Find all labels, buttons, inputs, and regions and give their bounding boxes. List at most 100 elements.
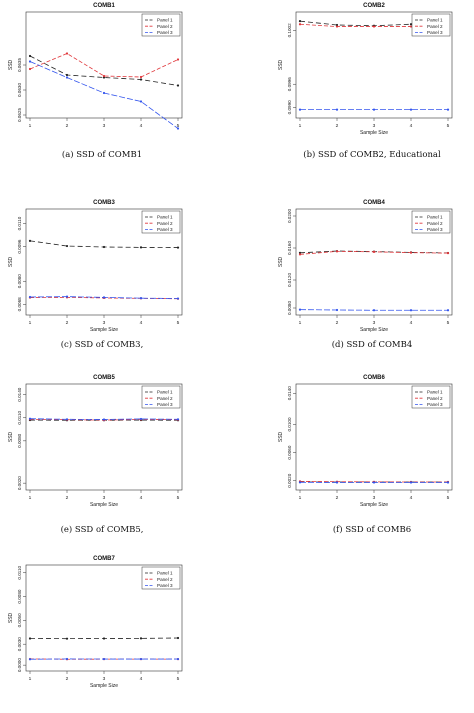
y-tick-label: 0.0110 — [17, 565, 22, 579]
data-point-panel-1 — [298, 251, 302, 254]
data-point-panel-1 — [28, 637, 32, 640]
x-tick-label: 5 — [447, 123, 450, 129]
y-tick-label: 0.0996 — [287, 77, 292, 91]
x-axis-label: Sample Size — [360, 130, 388, 135]
data-point-panel-2 — [409, 25, 413, 28]
x-tick-label: 1 — [299, 320, 302, 326]
chart-svg: COMB3 1 2 3 4 5 0.0110 0.0096 0.0080 0.0068 SSD Sam… — [8, 200, 183, 332]
x-tick-label: 4 — [140, 676, 143, 682]
chart-title: COMB4 — [363, 200, 385, 206]
y-axis-label: SSD — [8, 256, 14, 267]
legend-label-panel-1: Panel 1 — [157, 390, 173, 395]
y-tick-label: 0.0140 — [17, 387, 22, 401]
data-point-panel-3 — [446, 309, 450, 312]
legend-label-panel-3: Panel 3 — [157, 227, 173, 232]
data-point-panel-3 — [176, 657, 180, 661]
data-point-panel-2 — [176, 58, 180, 61]
data-point-panel-3 — [65, 76, 69, 79]
legend-label-panel-3: Panel 3 — [427, 30, 443, 35]
y-tick-label: 0.0110 — [17, 216, 22, 230]
x-tick-label: 1 — [29, 320, 32, 326]
chart-panel-6: COMB6 1 2 3 4 5 0.0140 0.0100 0.0060 0.0020 SSD Sam… — [276, 372, 468, 507]
data-point-panel-3 — [102, 418, 106, 421]
data-point-panel-3 — [409, 108, 413, 111]
data-point-panel-1 — [102, 637, 106, 640]
figure-caption: (c) SSD of COMB3, — [60, 340, 144, 350]
x-tick-label: 2 — [336, 495, 339, 501]
chart-svg: COMB4 1 2 3 4 5 0.0200 0.0160 0.0120 0.0080 SSD Sam… — [278, 200, 453, 332]
chart-svg: COMB2 1 2 3 4 5 0.1002 0.0996 0.0990 SSD Sample Si… — [278, 3, 453, 135]
y-tick-label: 0.0050 — [17, 613, 22, 627]
y-axis-label: SSD — [8, 431, 14, 442]
chart-panel-3: COMB3 1 2 3 4 5 0.0110 0.0096 0.0080 0.0068 SSD Sam… — [6, 197, 198, 332]
x-axis-label: Sample Size — [90, 327, 118, 332]
legend-box — [411, 385, 451, 409]
y-tick-label: 0.0068 — [17, 297, 22, 311]
x-tick-label: 3 — [103, 676, 106, 682]
data-point-panel-3 — [102, 296, 106, 299]
x-tick-label: 2 — [336, 320, 339, 326]
legend-label-panel-1: Panel 1 — [157, 18, 173, 23]
data-point-panel-3 — [446, 108, 450, 111]
data-point-panel-2 — [65, 52, 69, 55]
x-tick-label: 3 — [103, 495, 106, 501]
data-point-panel-2 — [409, 251, 413, 254]
data-point-panel-1 — [335, 23, 339, 27]
legend-box — [141, 566, 181, 590]
legend-box — [141, 385, 181, 409]
legend-label-panel-2: Panel 2 — [427, 221, 443, 226]
legend-label-panel-1: Panel 1 — [157, 215, 173, 220]
data-point-panel-3 — [28, 658, 32, 661]
legend-label-panel-2: Panel 2 — [427, 24, 443, 29]
legend-label-panel-1: Panel 1 — [427, 18, 443, 23]
x-tick-label: 5 — [447, 495, 450, 501]
figure-caption: (f) SSD of COMB6 — [332, 525, 412, 535]
data-point-panel-2 — [28, 67, 32, 71]
x-tick-label: 2 — [66, 123, 69, 129]
data-point-panel-3 — [372, 481, 376, 484]
legend-box — [411, 210, 451, 234]
legend-label-panel-2: Panel 2 — [157, 221, 173, 226]
data-point-panel-1 — [65, 244, 69, 248]
x-axis-label: Sample Size — [90, 502, 118, 507]
legend-label-panel-1: Panel 1 — [427, 215, 443, 220]
x-tick-label: 5 — [177, 320, 180, 326]
y-tick-label: 0.0635 — [17, 58, 22, 72]
legend-label-panel-3: Panel 3 — [427, 402, 443, 407]
x-tick-label: 4 — [410, 495, 413, 501]
y-axis-label: SSD — [278, 256, 284, 267]
chart-svg: COMB5 1 2 3 4 5 0.0140 0.0110 0.0080 0.0020 SSD Sam… — [8, 375, 183, 507]
data-point-panel-2 — [139, 75, 143, 79]
data-point-panel-3 — [409, 309, 413, 312]
data-point-panel-3 — [139, 100, 143, 103]
y-tick-label: 0.0630 — [17, 83, 22, 97]
data-point-panel-3 — [409, 481, 413, 484]
data-point-panel-3 — [298, 481, 302, 484]
data-point-panel-3 — [65, 657, 69, 661]
data-point-panel-3 — [176, 297, 180, 300]
x-tick-label: 1 — [29, 495, 32, 501]
legend-label-panel-3: Panel 3 — [157, 402, 173, 407]
figure-caption: (e) SSD of COMB5, — [60, 525, 144, 535]
data-point-panel-1 — [65, 637, 69, 640]
x-tick-label: 4 — [140, 495, 143, 501]
x-tick-label: 2 — [66, 676, 69, 682]
y-tick-label: 0.0990 — [287, 100, 292, 114]
x-axis-label: Sample Size — [360, 327, 388, 332]
y-tick-label: 0.0080 — [17, 433, 22, 447]
data-point-panel-2 — [335, 250, 339, 253]
legend-label-panel-2: Panel 2 — [157, 396, 173, 401]
data-point-panel-2 — [102, 74, 106, 78]
data-point-panel-3 — [372, 108, 376, 111]
y-tick-label: 0.0080 — [17, 274, 22, 288]
y-tick-label: 0.0030 — [17, 637, 22, 651]
chart-title: COMB6 — [363, 375, 385, 381]
x-tick-label: 2 — [66, 495, 69, 501]
chart-svg: COMB7 1 2 3 4 5 0.0110 0.0080 0.0050 0.0030 0.0000… — [8, 556, 183, 688]
data-point-panel-3 — [335, 308, 339, 312]
chart-title: COMB2 — [363, 3, 385, 9]
y-tick-label: 0.0200 — [287, 209, 292, 223]
data-point-panel-1 — [176, 246, 180, 249]
figure-caption: (d) SSD of COMB4 — [331, 340, 413, 350]
data-point-panel-1 — [139, 78, 143, 81]
